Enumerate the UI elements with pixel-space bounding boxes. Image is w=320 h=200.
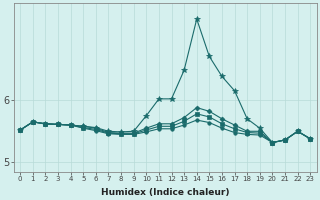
X-axis label: Humidex (Indice chaleur): Humidex (Indice chaleur) [101, 188, 229, 197]
